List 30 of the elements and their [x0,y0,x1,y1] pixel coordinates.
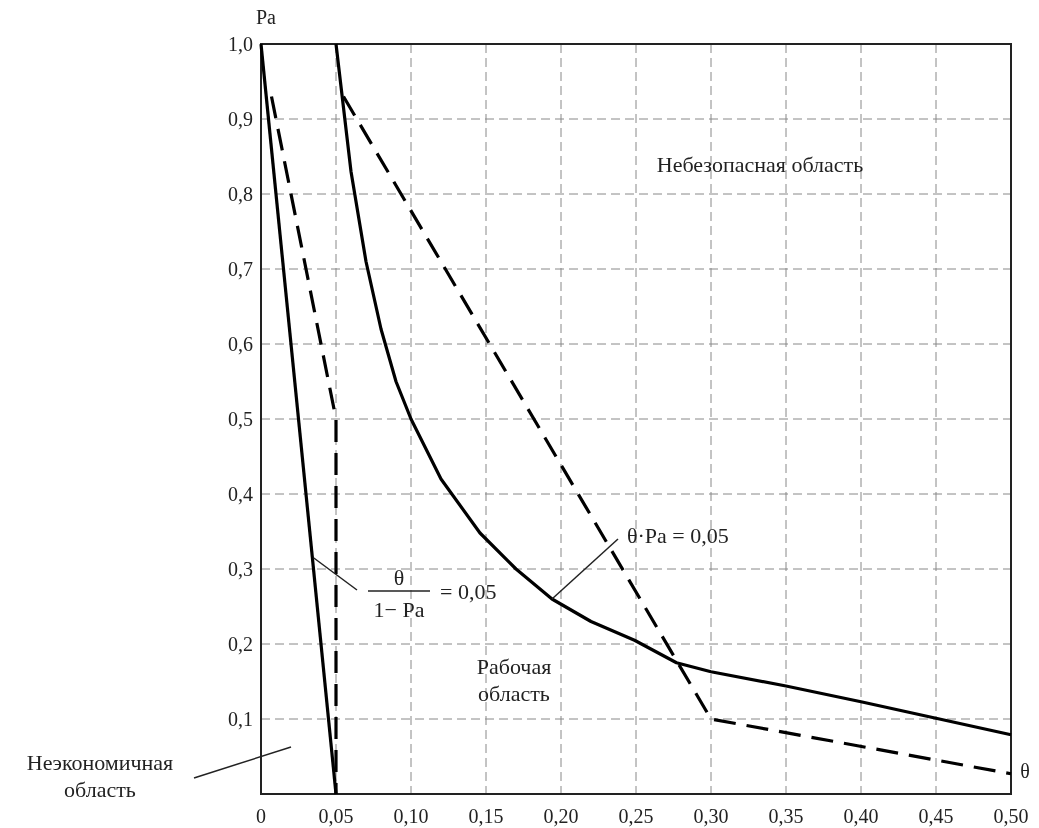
text: Неэкономичная область [26,750,174,802]
x-tick-label: 0,10 [393,805,429,827]
x-tick-label: 0,30 [693,805,729,827]
annotation: = 0,05 [440,579,497,604]
x-tick-label: 0,45 [918,805,954,827]
x-tick-label: 0,35 [768,805,804,827]
x-tick-label: 0,25 [618,805,654,827]
annotation: Рабочая область [476,654,552,706]
x-tick-label: 0,20 [543,805,579,827]
annotation: 1− Pa [373,597,425,622]
x-axis-title: θ [1020,760,1030,782]
annotation: θ [393,565,405,590]
x-tick-label: 0,50 [993,805,1029,827]
y-tick-label: 0,7 [228,258,253,280]
y-tick-label: 0,3 [228,558,253,580]
annotation: θ·Pa = 0,05 [627,523,729,548]
y-tick-label: 0,5 [228,408,253,430]
y-tick-label: 0,9 [228,108,253,130]
y-tick-label: 0,2 [228,633,253,655]
x-tick-label: 0,05 [318,805,354,827]
y-axis-title: Pa [256,6,277,28]
x-tick-label: 0,40 [843,805,879,827]
y-tick-label: 1,0 [228,33,253,55]
x-tick-label: 0,15 [468,805,504,827]
y-tick-label: 0,4 [228,483,253,505]
y-tick-label: 0,6 [228,333,253,355]
y-tick-label: 0,1 [228,708,253,730]
x-tick-label: 0 [256,805,266,827]
y-tick-label: 0,8 [228,183,253,205]
annotation: Небезопасная область [656,152,864,177]
